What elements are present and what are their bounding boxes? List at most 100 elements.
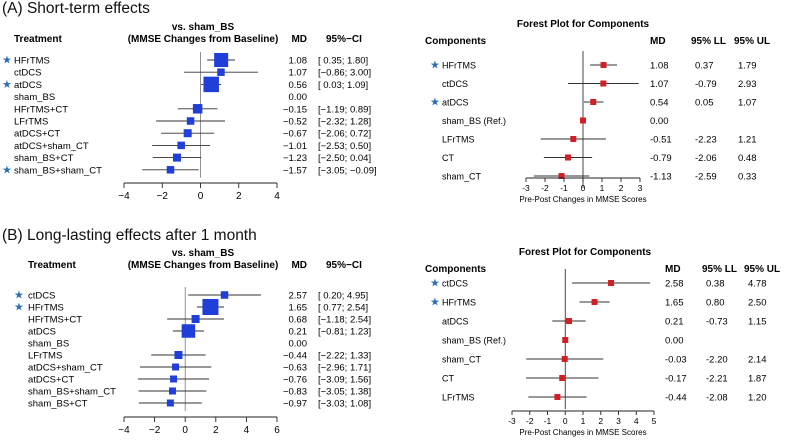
heading-short-term: (A) Short-term effects: [2, 0, 150, 17]
effect-square: [580, 117, 586, 124]
x-tick-label: −4: [118, 191, 130, 202]
row-ul: 2.14: [748, 355, 767, 366]
effect-box: [174, 351, 183, 359]
row-label: HFrTMS: [442, 298, 476, 308]
row-ul: 1.87: [748, 374, 767, 385]
effect-square: [570, 136, 577, 142]
row-ll: -0.73: [706, 317, 728, 328]
col-header-md: MD: [665, 264, 681, 275]
row-ll: -2.20: [706, 355, 728, 366]
row-label: CT: [442, 374, 454, 384]
x-tick-label: 5: [652, 416, 657, 426]
x-tick-label: 6: [274, 425, 280, 436]
row-md: −0.63: [283, 363, 307, 374]
row-label: sham_BS (Ref.): [442, 116, 506, 126]
row-label: CT: [442, 153, 454, 163]
row-label: LFrTMS: [14, 117, 48, 128]
effect-square: [600, 62, 607, 68]
row-label: sham_BS+sham_CT: [28, 387, 116, 398]
forest-subtitle: (MMSE Changes from Baseline): [128, 260, 279, 271]
effect-box: [192, 104, 203, 114]
x-tick-label: 4: [244, 425, 250, 436]
x-tick-label: 3: [616, 416, 621, 426]
col-header-ul: 95% UL: [744, 264, 780, 275]
row-ul: 1.79: [738, 61, 757, 72]
row-ci: [−2.06; 0.72]: [318, 129, 371, 140]
x-tick-label: 0: [581, 183, 586, 193]
effect-box: [191, 315, 200, 323]
x-tick-label: −2: [149, 425, 161, 436]
effect-square: [565, 318, 572, 324]
row-md: −0.67: [283, 129, 307, 140]
row-md: −0.44: [283, 351, 307, 362]
effect-square: [558, 173, 565, 179]
row-ll: 0.37: [695, 61, 714, 72]
row-label: sham_CT: [442, 172, 482, 182]
effect-box: [183, 129, 192, 138]
row-ul: 2.93: [738, 79, 757, 90]
x-axis-label: Pre-Post Changes in MMSE Scores: [519, 428, 646, 437]
x-tick-label: -1: [560, 183, 568, 193]
row-ci: [ 0.03; 1.09]: [318, 80, 368, 91]
row-label: sham_CT: [442, 355, 482, 365]
effect-box: [217, 68, 225, 76]
significance-star-icon: ★: [430, 278, 440, 290]
row-md: 0.00: [650, 116, 669, 127]
forest-title: Forest Plot for Components: [519, 247, 652, 258]
row-label: HFrTMS+CT: [14, 104, 68, 115]
effect-square: [608, 280, 615, 286]
effect-box: [169, 387, 177, 395]
significance-star-icon: ★: [14, 302, 24, 314]
row-md: −1.23: [283, 153, 307, 164]
row-ll: 0.05: [695, 98, 714, 109]
row-ci: [−0.86; 3.00]: [318, 68, 371, 79]
row-ll: 0.80: [706, 298, 725, 309]
row-md: 1.65: [289, 303, 308, 314]
row-label: ctDCS: [28, 291, 55, 302]
col-header-ul: 95% UL: [734, 36, 770, 47]
row-ci: [ 0.77; 2.54]: [318, 303, 368, 314]
row-md: 0.54: [650, 98, 669, 109]
effect-square: [561, 356, 568, 362]
row-md: 1.08: [289, 56, 308, 67]
effect-box: [214, 53, 229, 67]
row-ll: -2.23: [695, 135, 717, 146]
row-label: sham_BS: [28, 339, 69, 350]
row-label: atDCS+CT: [14, 129, 60, 140]
x-tick-label: 0: [198, 191, 204, 202]
row-md: 0.21: [289, 327, 308, 338]
row-label: HFrTMS+CT: [28, 315, 82, 326]
row-ul: 1.20: [748, 393, 767, 404]
row-label: atDCS+sham_CT: [14, 141, 89, 152]
x-tick-label: 4: [274, 191, 280, 202]
col-header-components: Components: [425, 264, 487, 275]
row-md: −0.76: [283, 375, 307, 386]
row-ci: [−2.53; 0.50]: [318, 141, 371, 152]
row-label: sham_BS+sham_CT: [14, 165, 102, 176]
effect-square: [562, 337, 569, 343]
row-label: atDCS: [28, 327, 56, 338]
row-label: sham_BS: [14, 92, 55, 103]
row-ci: [−3.05; 1.38]: [318, 387, 371, 398]
row-md: -1.13: [650, 172, 672, 183]
row-ci: [−3.03; 1.08]: [318, 399, 371, 410]
effect-box: [181, 324, 196, 338]
effect-square: [590, 99, 597, 105]
row-label: atDCS: [442, 98, 469, 108]
x-tick-label: -3: [508, 416, 516, 426]
col-header-md: MD: [291, 260, 307, 271]
row-label: sham_BS+CT: [28, 399, 88, 410]
forest-subtitle: (MMSE Changes from Baseline): [128, 34, 279, 45]
row-md: -0.51: [650, 135, 672, 146]
row-ll: -2.21: [706, 374, 728, 385]
row-md: 2.58: [665, 279, 684, 290]
col-header-ll: 95% LL: [691, 36, 726, 47]
effect-square: [600, 80, 607, 87]
row-label: atDCS: [14, 80, 42, 91]
row-md: −0.97: [283, 399, 307, 410]
row-label: ctDCS: [14, 68, 41, 79]
row-md: 0.56: [289, 80, 308, 91]
row-ul: 1.21: [738, 135, 757, 146]
col-header-treatment: Treatment: [28, 260, 76, 271]
